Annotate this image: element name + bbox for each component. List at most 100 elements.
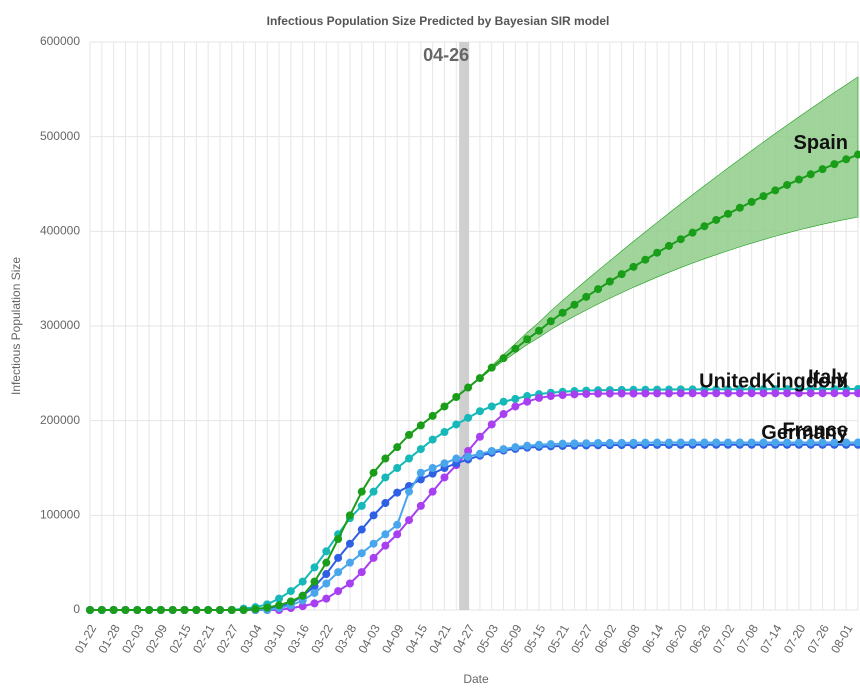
data-point (475, 407, 484, 416)
x-tick-label: 03-22 (308, 622, 336, 656)
y-axis-title: Infectious Population Size (9, 257, 23, 395)
x-tick-label: 04-15 (403, 622, 431, 656)
data-point (830, 438, 839, 447)
data-point (381, 473, 390, 482)
data-point (688, 389, 697, 398)
data-point (440, 473, 449, 482)
data-point (570, 300, 579, 309)
data-point (334, 587, 343, 596)
data-point (653, 389, 662, 398)
data-point (806, 389, 815, 398)
data-point (794, 389, 803, 398)
data-point (747, 389, 756, 398)
data-point (310, 599, 319, 608)
x-tick-label: 07-14 (757, 622, 785, 656)
data-point (818, 389, 827, 398)
data-point (700, 438, 709, 447)
x-tick-label: 02-21 (190, 622, 218, 656)
x-tick-label: 07-02 (710, 622, 738, 656)
data-point (381, 541, 390, 550)
data-point (806, 170, 815, 179)
data-point (582, 389, 591, 398)
data-point (676, 235, 685, 244)
data-point (464, 383, 473, 392)
data-point (416, 421, 425, 430)
series-label: Germany (761, 422, 849, 444)
data-point (310, 577, 319, 586)
data-point (168, 606, 177, 614)
data-point (322, 547, 331, 556)
data-point (475, 449, 484, 458)
x-tick-label: 07-08 (734, 622, 762, 656)
x-tick-label: 05-03 (474, 622, 502, 656)
y-tick-label: 300000 (40, 318, 80, 332)
data-point (298, 602, 307, 611)
annotation-label: 04-26 (423, 45, 469, 65)
data-point (357, 487, 366, 496)
x-tick-label: 03-28 (332, 622, 360, 656)
data-point (310, 563, 319, 572)
data-point (712, 215, 721, 224)
data-point (322, 594, 331, 603)
x-tick-label: 02-27 (214, 622, 242, 656)
series-label: Spain (794, 132, 848, 154)
data-point (322, 558, 331, 567)
data-point (712, 438, 721, 447)
x-tick-label: 01-28 (95, 622, 123, 656)
data-point (275, 594, 284, 603)
data-point (298, 577, 307, 586)
data-point (393, 530, 402, 539)
data-point (534, 326, 543, 335)
data-point (830, 160, 839, 169)
data-point (487, 420, 496, 429)
data-point (794, 175, 803, 184)
series-line (90, 388, 858, 611)
data-point (393, 488, 402, 497)
data-point (617, 438, 626, 447)
data-point (464, 413, 473, 422)
data-point (605, 277, 614, 286)
data-point (570, 390, 579, 399)
data-point (830, 389, 839, 398)
data-point (416, 468, 425, 477)
data-point (534, 393, 543, 402)
data-point (771, 389, 780, 398)
data-point (724, 209, 733, 218)
x-tick-label: 06-14 (639, 622, 667, 656)
x-tick-label: 06-02 (592, 622, 620, 656)
data-point (546, 440, 555, 449)
data-point (487, 402, 496, 411)
data-point (487, 446, 496, 455)
data-point (641, 255, 650, 264)
data-point (381, 454, 390, 463)
data-point (629, 438, 638, 447)
data-point (523, 397, 532, 406)
data-point (641, 389, 650, 398)
data-point (534, 440, 543, 449)
data-point (322, 570, 331, 579)
data-point (405, 487, 414, 496)
data-point (286, 587, 295, 596)
data-point (771, 438, 780, 447)
x-axis-title: Date (463, 672, 489, 686)
series-label: Italy (808, 366, 849, 388)
data-point (428, 411, 437, 420)
data-point (145, 606, 154, 614)
data-point (700, 222, 709, 231)
x-tick-label: 04-21 (426, 622, 454, 656)
y-tick-label: 100000 (40, 508, 80, 522)
data-point (428, 435, 437, 444)
data-point (345, 539, 354, 548)
data-point (334, 568, 343, 577)
data-point (405, 430, 414, 439)
x-tick-label: 06-08 (615, 622, 643, 656)
data-point (617, 270, 626, 279)
x-tick-label: 02-09 (143, 622, 171, 656)
data-point (393, 520, 402, 529)
data-point (310, 588, 319, 597)
data-point (405, 516, 414, 525)
data-point (842, 389, 851, 398)
data-point (664, 438, 673, 447)
